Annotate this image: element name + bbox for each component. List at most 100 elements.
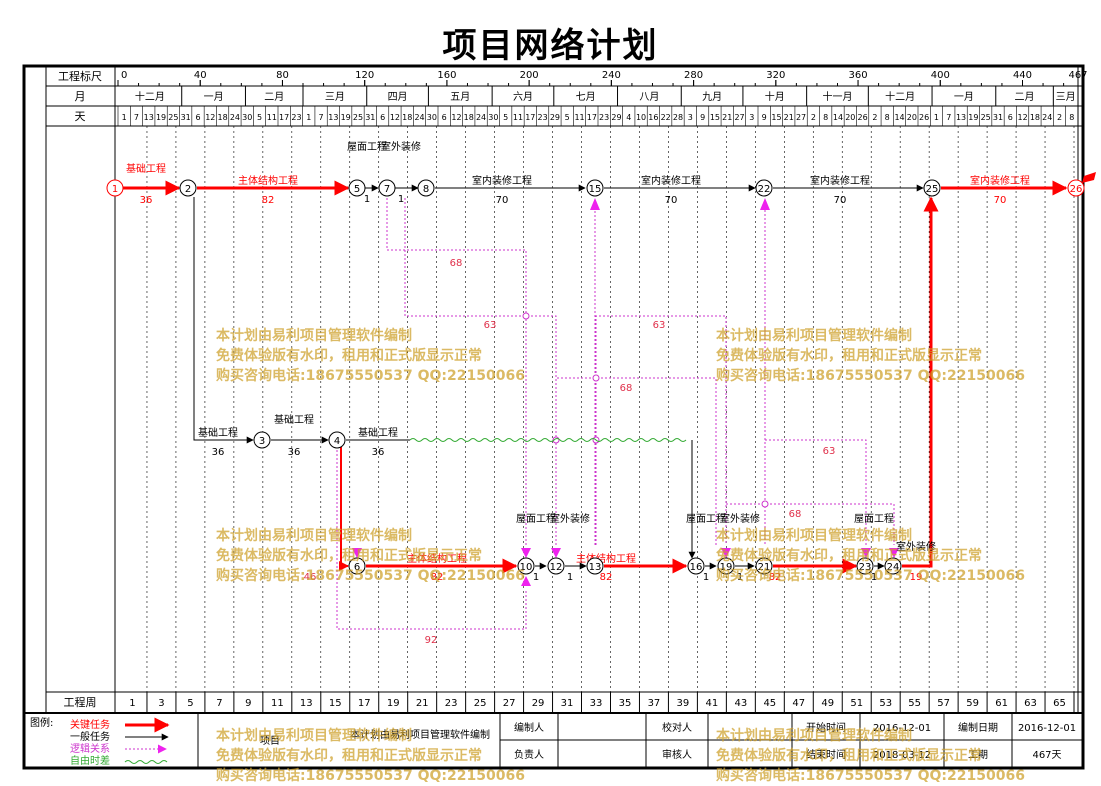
node-21: 21 [755, 557, 773, 575]
week-label: 1 [129, 698, 135, 709]
week-label: 37 [648, 698, 661, 709]
day-label: 18 [1030, 113, 1040, 122]
scale-tick-label: 400 [931, 70, 950, 81]
logic-link [336, 450, 527, 630]
logic-label: 68 [620, 383, 633, 394]
task-duration: 1 [533, 572, 539, 583]
week-label: 29 [532, 698, 545, 709]
day-label: 2 [1057, 113, 1062, 122]
auditor-label: 审核人 [662, 748, 692, 761]
info-table: 项目 本计划由易利项目管理软件编制 编制人 校对人 开始时间 2016-12-0… [197, 713, 1083, 768]
day-label: 30 [427, 113, 437, 122]
day-label: 6 [442, 113, 447, 122]
scale-tick-label: 240 [602, 70, 621, 81]
svg-text:3: 3 [259, 436, 265, 447]
task-label: 室内装修工程 [641, 174, 701, 187]
task-duration: 82 [600, 572, 613, 583]
reviewer-label: 校对人 [662, 721, 692, 734]
month-label: 四月 [388, 91, 408, 103]
task-label: 室外装修 [896, 540, 936, 553]
node-10: 10 [517, 557, 535, 575]
week-label: 63 [1024, 698, 1037, 709]
week-label: 15 [329, 698, 342, 709]
day-label: 3 [749, 113, 754, 122]
day-row-label: 天 [75, 110, 86, 123]
task-label: 室外装修 [720, 512, 760, 525]
compile-date-value: 2016-12-01 [1018, 723, 1076, 734]
day-label: 7 [134, 113, 139, 122]
day-label: 14 [894, 113, 904, 122]
day-label: 16 [648, 113, 658, 122]
day-label: 22 [661, 113, 671, 122]
node-22: 22 [755, 179, 773, 197]
legend-float-swatch [124, 760, 168, 764]
node-23: 23 [856, 557, 874, 575]
node-4: 4 [328, 431, 346, 449]
day-label: 18 [402, 113, 412, 122]
logic-links [336, 198, 895, 630]
legend-critical-label: 关键任务 [70, 718, 110, 731]
node-2: 2 [179, 179, 197, 197]
day-label: 7 [946, 113, 951, 122]
day-label: 17 [279, 113, 289, 122]
logic-link [595, 315, 727, 545]
week-label: 3 [158, 698, 164, 709]
legend-normal-label: 一般任务 [70, 730, 110, 743]
task-duration: 70 [665, 195, 678, 206]
task-label: 屋面工程 [347, 141, 387, 153]
day-label: 24 [230, 113, 240, 122]
week-label: 21 [416, 698, 429, 709]
task-duration: 36 [372, 447, 385, 458]
day-label: 24 [1042, 113, 1052, 122]
task-duration: 19 [910, 572, 923, 583]
node-26: 26 [1067, 179, 1085, 197]
task-duration: 70 [994, 195, 1007, 206]
day-label: 20 [845, 113, 855, 122]
day-label: 1 [306, 113, 311, 122]
week-label: 17 [358, 698, 371, 709]
top-row-arrows [123, 172, 1096, 196]
task-label: 主体结构工程 [576, 552, 636, 565]
day-label: 19 [156, 113, 166, 122]
node-1: 1 [106, 179, 124, 197]
day-label: 24 [476, 113, 486, 122]
node-3: 3 [253, 431, 271, 449]
month-label: 八月 [639, 91, 659, 103]
week-label: 7 [216, 698, 222, 709]
logic-link [726, 503, 895, 545]
week-label: 59 [966, 698, 979, 709]
day-label: 23 [599, 113, 609, 122]
month-label: 七月 [576, 91, 596, 103]
day-label: 11 [267, 113, 277, 122]
day-label: 7 [319, 113, 324, 122]
node-19: 19 [717, 557, 735, 575]
end-value: 2018-03-12 [873, 750, 931, 761]
week-label: 45 [763, 698, 776, 709]
day-label: 12 [390, 113, 400, 122]
task-duration: 36 [212, 447, 225, 458]
week-label: 9 [245, 698, 251, 709]
task-label: 基础工程 [198, 426, 238, 439]
task-duration: 36 [140, 195, 153, 206]
svg-text:2: 2 [185, 184, 191, 195]
day-label: 9 [762, 113, 767, 122]
week-label: 53 [879, 698, 892, 709]
month-label: 一月 [204, 91, 224, 103]
day-label: 14 [833, 113, 843, 122]
week-label: 23 [445, 698, 458, 709]
day-label: 30 [242, 113, 252, 122]
day-label: 5 [565, 113, 570, 122]
week-label: 5 [187, 698, 193, 709]
day-label: 17 [587, 113, 597, 122]
node-13: 13 [586, 557, 604, 575]
week-gridlines: 1 3 5 7 9 11 13 15 17 19 21 23 25 27 29 31 33 35 37 39 41 43 4… [129, 126, 1075, 713]
legend-logic-label: 逻辑关系 [70, 742, 110, 755]
task-label: 基础工程 [126, 162, 166, 175]
week-label: 47 [792, 698, 805, 709]
task-duration: 1 [703, 572, 709, 583]
day-label: 5 [503, 113, 508, 122]
node-7: 7 [378, 179, 396, 197]
node-25: 25 [923, 179, 941, 197]
